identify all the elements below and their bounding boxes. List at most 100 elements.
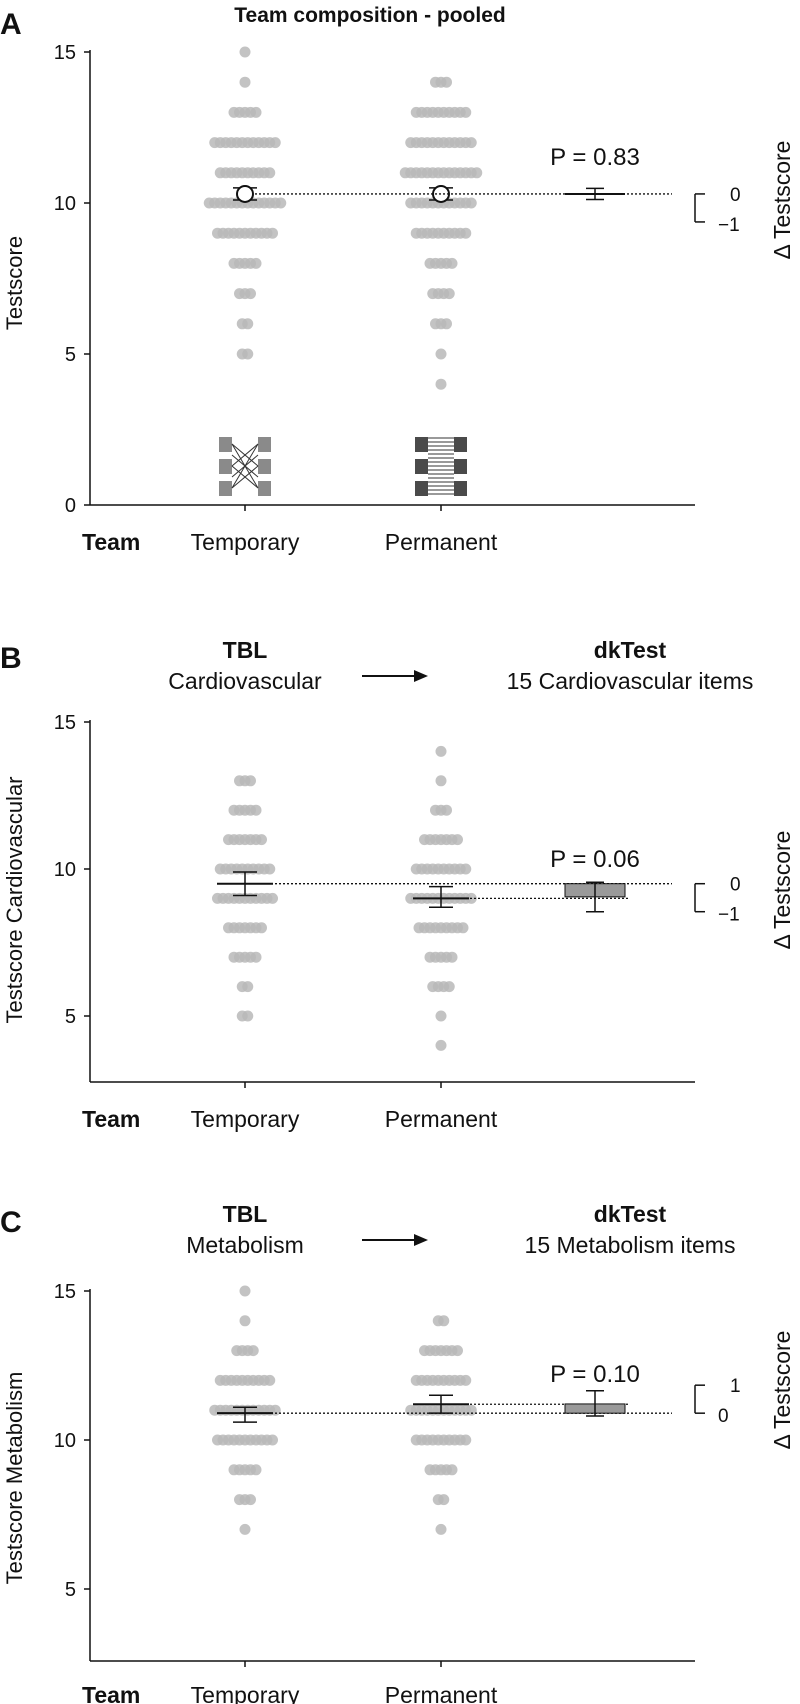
team-member-square [415,481,428,496]
p-value-label: P = 0.83 [550,144,640,171]
team-member-square [219,437,232,452]
data-dot [267,892,278,904]
y-axis-title: Testscore Metabolism [2,1372,27,1585]
p-value-label: P = 0.06 [550,846,640,873]
data-dot [465,197,477,209]
data-dot [267,227,278,239]
delta-tick-label: 0 [730,875,741,896]
data-dot [438,1494,450,1506]
data-dot [435,378,447,390]
data-dot [239,1285,251,1297]
data-dot [239,76,251,88]
team-member-square [258,437,271,452]
data-dot [242,348,254,360]
delta-tick-label: 0 [718,1406,729,1427]
data-dot [247,1345,259,1357]
x-category-label: Temporary [191,1682,300,1704]
header-left-sub: Cardiovascular [168,668,322,694]
data-dot [452,834,463,846]
data-dot [245,1494,256,1506]
delta-axis-title: Δ Testscore [769,831,795,950]
data-dot [239,46,251,58]
data-dot [250,257,262,269]
team-member-square [415,459,428,474]
flow-arrow-head [414,670,428,682]
team-crossed-link [231,465,259,489]
team-member-square [258,481,271,496]
delta-tick-label: −1 [718,215,740,236]
team-pattern-icons [219,437,467,496]
data-dot [435,1010,447,1022]
data-dot [435,348,447,360]
x-group-label: Team [82,1682,140,1704]
data-dot [275,197,287,209]
header-left-bold: TBL [223,637,268,663]
panel-letter: B [0,642,22,675]
data-dot [443,288,455,300]
delta-tick-label: 0 [730,185,741,206]
y-tick-label: 5 [65,1006,76,1028]
y-tick-label: 10 [54,859,76,881]
data-dot [441,804,452,816]
data-dot [446,257,458,269]
data-dot [471,167,483,179]
panel-b: B TBL Cardiovascular dkTest 15 Cardiovascula… [0,637,795,1132]
x-category-label: Permanent [385,1682,498,1704]
data-dot [452,1345,463,1357]
x-category-label: Temporary [191,529,300,555]
delta-tick-label: 1 [730,1376,741,1397]
chart-title: Team composition - pooled [234,4,505,27]
team-member-square [219,481,232,496]
data-dot [446,951,458,963]
team-member-square [415,437,428,452]
data-dot [264,1374,276,1386]
flow-arrow-head [414,1234,428,1246]
team-member-square [258,459,271,474]
y-tick-label: 15 [54,42,76,64]
data-dot [242,1010,254,1022]
x-category-label: Temporary [191,1106,300,1132]
data-dot [245,775,256,787]
data-dot [460,863,472,875]
data-dot [256,834,267,846]
data-dot [250,951,262,963]
data-dot [435,745,447,757]
y-tick-label: 5 [65,344,76,366]
data-dot [269,137,281,149]
delta-axis-title: Δ Testscore [769,1331,795,1450]
header-left-sub: Metabolism [186,1232,304,1258]
y-axis-title: Testscore Cardiovascular [2,777,27,1024]
data-dot [446,1464,458,1476]
data-dot [264,863,276,875]
data-dot [242,981,254,993]
header-right-sub: 15 Cardiovascular items [507,668,754,694]
data-dot [460,1374,472,1386]
data-dot [250,804,262,816]
data-dot [242,318,254,330]
header-right-sub: 15 Metabolism items [525,1232,736,1258]
y-tick-label: 10 [54,193,76,215]
data-dot [460,1434,472,1446]
data-dot [250,106,262,118]
delta-tick-label: −1 [718,905,740,926]
x-category-label: Permanent [385,1106,498,1132]
data-dot [435,1039,447,1051]
team-crossed-link [231,454,259,478]
data-dot [460,106,472,118]
data-dot [443,981,455,993]
header-left-bold: TBL [223,1201,268,1227]
panel-letter: C [0,1206,22,1239]
data-dot [441,76,452,88]
data-dot [465,137,477,149]
data-dot [245,288,256,300]
header-right-bold: dkTest [594,637,667,663]
team-member-square [454,481,467,496]
y-tick-label: 0 [65,495,76,517]
data-dot [239,1523,251,1535]
team-member-square [454,459,467,474]
team-crossed-link [231,443,259,467]
y-tick-label: 10 [54,1430,76,1452]
panel-c: C TBL Metabolism dkTest 15 Metabolism items 5… [0,1201,795,1704]
data-dot [465,1404,477,1416]
